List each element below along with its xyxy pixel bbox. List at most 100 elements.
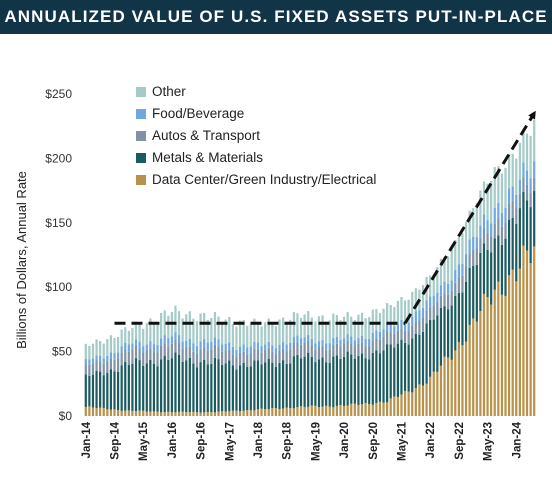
bar-segment-metals-materials [461, 292, 464, 346]
bar-segment-data-center-green-industry-electrical [511, 269, 514, 416]
bar-segment-other [177, 311, 181, 336]
bar-segment-metals-materials [213, 357, 217, 413]
bar-segment-data-center-green-industry-electrical [260, 408, 263, 416]
bar-segment-food-beverage [267, 341, 270, 348]
bar-segment-other [490, 181, 493, 224]
bar-segment-food-beverage [529, 178, 532, 193]
bar-segment-autos-transport [109, 358, 113, 370]
y-tick-label: $0 [59, 409, 73, 423]
bar-segment-other [504, 167, 507, 208]
bar-segment-metals-materials [292, 356, 295, 409]
bar-segment-metals-materials [303, 356, 306, 407]
bar-segment-metals-materials [439, 307, 443, 366]
bar-segment-other [274, 326, 278, 349]
bar-segment-food-beverage [160, 338, 163, 346]
bar-segment-metals-materials [475, 264, 478, 322]
bar-segment-food-beverage [411, 316, 414, 326]
bar-segment-food-beverage [249, 346, 252, 354]
bar-segment-metals-materials [289, 363, 292, 409]
bar-segment-autos-transport [493, 223, 496, 239]
bar-segment-autos-transport [134, 345, 138, 359]
bar-segment-food-beverage [185, 340, 188, 348]
x-tick-label: May-15 [138, 421, 150, 461]
bar-segment-food-beverage [106, 355, 109, 362]
x-axis: Jan-14 Sep-14 May-15 Jan-16 Sep-16 May-17 Jan-… [81, 421, 523, 461]
bar-segment-autos-transport [396, 330, 399, 344]
bar-segment-food-beverage [500, 212, 504, 227]
legend-label: Other [152, 84, 186, 99]
bar-segment-other [522, 128, 525, 163]
bar-segment-autos-transport [314, 349, 317, 363]
bar-segment-food-beverage [357, 337, 360, 344]
bar-segment-food-beverage [490, 223, 493, 237]
bar-segment-metals-materials [109, 369, 113, 410]
bar-segment-metals-materials [429, 319, 432, 377]
bar-segment-metals-materials [238, 365, 242, 412]
bar-segment-other [131, 327, 134, 344]
bar-segment-data-center-green-industry-electrical [314, 405, 317, 416]
bar-segment-other [518, 142, 521, 180]
bar-segment-autos-transport [142, 352, 145, 366]
bar-segment-metals-materials [163, 355, 166, 413]
bar-segment-other [450, 249, 453, 281]
bar-segment-metals-materials [274, 366, 278, 409]
bar-segment-other [167, 315, 170, 339]
bar-segment-metals-materials [242, 362, 245, 411]
bar-segment-autos-transport [500, 226, 504, 245]
bar-segment-other [346, 311, 349, 335]
bar-segment-data-center-green-industry-electrical [439, 365, 443, 416]
bar-segment-autos-transport [199, 348, 202, 363]
bar-segment-food-beverage [281, 342, 285, 349]
bar-segment-data-center-green-industry-electrical [500, 294, 504, 416]
bar-segment-metals-materials [515, 223, 518, 282]
bar-segment-metals-materials [507, 219, 511, 276]
annotation-layer [114, 110, 536, 325]
bar-segment-metals-materials [253, 360, 256, 411]
bar-segment-other [124, 327, 127, 343]
bar-segment-data-center-green-industry-electrical [493, 289, 496, 416]
bar-segment-metals-materials [310, 356, 313, 406]
bar-segment-data-center-green-industry-electrical [267, 408, 270, 416]
bar-segment-other [357, 314, 360, 338]
bar-segment-data-center-green-industry-electrical [310, 405, 313, 416]
bar-segment-data-center-green-industry-electrical [299, 406, 303, 416]
bar-segment-data-center-green-industry-electrical [192, 411, 195, 416]
bar-segment-food-beverage [533, 161, 536, 178]
bar-segment-data-center-green-industry-electrical [450, 359, 453, 416]
bar-segment-autos-transport [174, 339, 177, 353]
bar-segment-metals-materials [353, 358, 356, 404]
bar-segment-food-beverage [231, 346, 234, 355]
bar-segment-autos-transport [335, 343, 339, 356]
bar-segment-other [102, 343, 105, 359]
bar-segment-other [253, 318, 256, 342]
legend-label: Data Center/Green Industry/Electrical [152, 172, 376, 187]
bar-segment-autos-transport [163, 343, 166, 356]
bar-segment-data-center-green-industry-electrical [120, 410, 123, 416]
bar-segment-other [497, 166, 500, 203]
bar-segment-autos-transport [264, 349, 267, 363]
bar-segment-data-center-green-industry-electrical [342, 405, 346, 416]
bar-segment-autos-transport [407, 331, 410, 345]
x-tick-label: Jan-14 [81, 421, 93, 458]
bar-segment-metals-materials [102, 375, 105, 408]
bar-segment-autos-transport [411, 325, 414, 339]
bar-segment-data-center-green-industry-electrical [174, 412, 177, 416]
bar-segment-autos-transport [106, 361, 109, 374]
bar-segment-other [213, 311, 217, 338]
bar-segment-food-beverage [325, 343, 328, 351]
bar-segment-autos-transport [102, 363, 105, 376]
bar-segment-data-center-green-industry-electrical [109, 409, 113, 416]
bar-segment-metals-materials [522, 191, 525, 246]
bar-segment-metals-materials [99, 371, 102, 408]
bar-layer [84, 119, 536, 416]
bar-segment-other [142, 328, 145, 347]
bar-segment-food-beverage [432, 295, 435, 306]
bar-segment-other [84, 343, 87, 359]
bar-segment-other [91, 343, 95, 359]
bar-segment-autos-transport [253, 348, 256, 361]
bar-segment-data-center-green-industry-electrical [264, 409, 267, 416]
bar-segment-food-beverage [289, 342, 292, 350]
bar-segment-data-center-green-industry-electrical [518, 268, 521, 416]
bar-segment-data-center-green-industry-electrical [163, 412, 166, 416]
bar-segment-autos-transport [533, 177, 536, 191]
